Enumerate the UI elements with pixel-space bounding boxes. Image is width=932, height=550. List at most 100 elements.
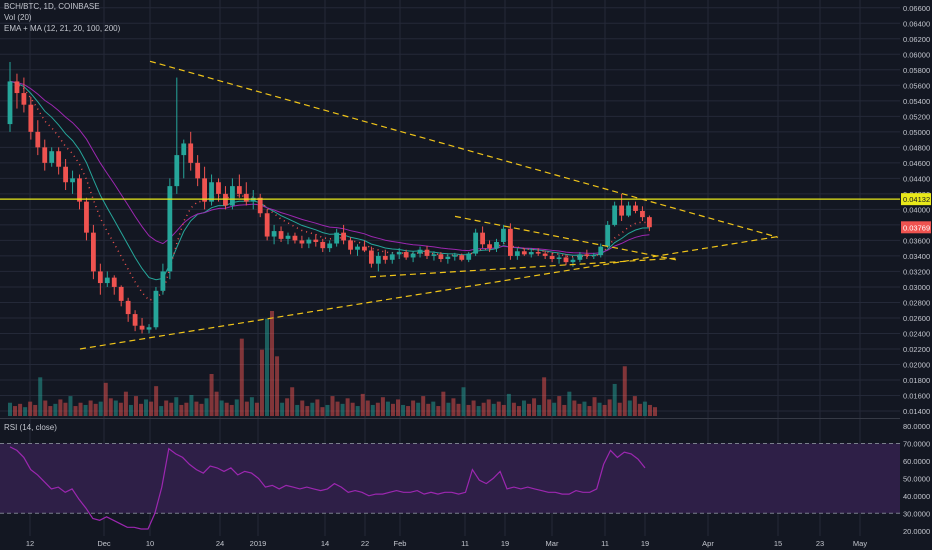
time-tick-label: 10 [146,539,154,548]
volume-bar [149,401,154,416]
candle-body [271,231,277,237]
candlesticks [7,62,652,334]
candle-body [508,228,513,256]
candle-body [230,186,235,206]
candle-body [28,104,34,132]
candle-body [146,327,152,330]
candle-body [612,205,618,225]
candle-body [626,205,631,216]
candle-body [570,259,576,263]
volume-bar [264,318,269,416]
price-tick-label: 0.02000 [903,360,930,369]
rsi-tick-label: 70.0000 [903,439,930,448]
volume-bar [506,393,511,416]
candle-body [285,235,291,239]
volume-bar [375,402,380,416]
price-tick-label: 0.02600 [903,314,930,323]
volume-bar [43,400,48,416]
volume-bar [567,391,572,416]
price-tick-label: 0.04800 [903,143,930,152]
volume-bar [13,406,18,416]
candle-body [320,241,326,249]
volume-bar [602,404,607,416]
horizontal-level-badge: 0.04132 [903,195,930,204]
volume-bar [184,402,189,416]
rsi-tick-label: 20.0000 [903,527,930,536]
candle-body [49,151,55,163]
time-tick-label: 24 [216,539,224,548]
volume-bar [547,399,552,416]
candle-body [494,241,499,249]
volume-bar [113,400,118,416]
volume-bar [370,404,375,416]
price-tick-label: 0.01600 [903,392,930,401]
candle-body [619,205,624,216]
volume-bar [83,404,88,416]
volume-bar [491,403,496,416]
volume-bar [476,406,481,416]
price-tick-label: 0.03000 [903,283,930,292]
volume-bar [597,402,602,416]
price-tick-label: 0.06000 [903,50,930,59]
volume-bar [406,406,411,416]
rsi-tick-label: 60.0000 [903,457,930,466]
volume-bar [365,400,370,416]
price-tick-label: 0.06600 [903,4,930,13]
volume-bar [103,382,108,416]
volume-bar [73,406,78,416]
candle-body [605,224,611,247]
last-price-badge-bg [901,221,931,234]
volume-bar [199,403,204,416]
volume-bar [108,398,113,416]
candle-body [521,251,527,255]
candle-body [257,197,263,214]
candle-body [84,201,89,233]
rsi-line [9,446,646,530]
price-tick-label: 0.06200 [903,35,930,44]
volume-bar [259,349,264,416]
volume-bar [456,403,461,416]
candle-body [633,205,638,211]
candle-body [42,147,48,163]
volume-bar [527,403,532,416]
volume-bar [63,402,68,416]
candle-body [528,252,534,255]
volume-bar [249,397,254,416]
candle-body [174,155,180,187]
volume-bar [229,404,234,416]
candle-body [181,143,187,156]
volume-bar [254,402,259,416]
candle-body [563,257,569,263]
time-tick-label: 19 [641,539,649,548]
volume-bar [18,403,23,416]
volume-bar [436,406,441,416]
price-tick-label: 0.05600 [903,81,930,90]
volume-bar [360,393,365,416]
candle-body [111,277,117,287]
volume-bar [552,402,557,416]
volume-bar [380,397,385,416]
time-tick-label: 15 [774,539,782,548]
volume-bar [562,404,567,416]
volume-bar [209,374,214,416]
volume-bar [496,401,501,416]
price-tick-label: 0.03400 [903,252,930,261]
price-badges: 0.04132 0.03769 [901,193,931,234]
volume-bar [48,406,53,416]
candle-body [466,253,472,260]
candle-body [139,325,145,330]
candle-body [445,256,451,260]
volume-bar [325,404,330,416]
volume-bar [431,401,436,416]
volume-bar [350,402,355,416]
candle-body [299,240,305,244]
candle-body [209,182,214,202]
volume-bar [612,383,617,416]
candle-body [118,286,124,301]
rsi-legend: RSI (14, close) [4,423,57,432]
candle-body [382,255,388,260]
candle-body [438,254,444,260]
moving-average-line [9,80,650,254]
candle-body [125,300,131,315]
volume-bar [421,396,426,416]
